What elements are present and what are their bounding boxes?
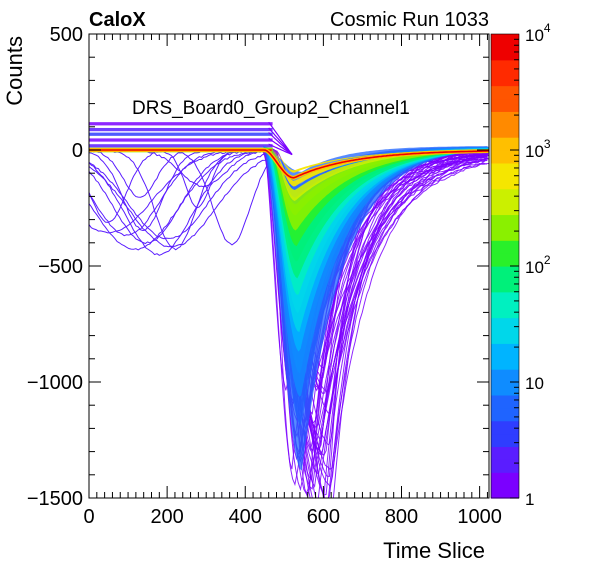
x-tick-label: 800: [385, 506, 418, 528]
colorbar-bin: [491, 162, 519, 177]
z-tick-label: 10: [525, 374, 544, 393]
colorbar-bin: [491, 137, 519, 151]
x-axis: 0 200 400 600 800 1000: [83, 34, 502, 528]
colorbar-bin: [491, 240, 519, 254]
colorbar-bin: [491, 459, 519, 473]
z-tick-label: 103: [525, 137, 551, 161]
colorbar-bin: [491, 278, 519, 293]
offset-band: [89, 122, 273, 126]
z-tick-label: 102: [525, 253, 551, 277]
colorbar-bin: [491, 356, 519, 370]
colorbar-bin: [491, 472, 519, 486]
offset-band: [89, 144, 273, 148]
colorbar-bin: [491, 369, 519, 383]
colorbar-bin: [491, 291, 519, 306]
pre-pulse-bands: [89, 121, 293, 156]
colorbar-bin: [491, 382, 519, 396]
x-tick-label: 400: [229, 506, 262, 528]
colorbar-bin: [491, 253, 519, 267]
run-label: Cosmic Run 1033: [330, 9, 489, 31]
colorbar-bin: [491, 485, 519, 499]
z-tick-exponent: 3: [544, 137, 551, 151]
y-axis-label: Counts: [2, 36, 27, 106]
trace-line: [268, 137, 293, 156]
y-tick-label: 500: [50, 24, 83, 46]
colorbar-bin: [491, 124, 519, 138]
y-tick-label: 0: [72, 140, 83, 162]
colorbar-bin: [491, 188, 519, 203]
z-tick-label: 1: [525, 490, 534, 509]
y-tick-label: −1000: [27, 372, 83, 394]
x-tick-label: 600: [307, 506, 340, 528]
colorbar-bin: [491, 214, 519, 228]
colorbar: 1 10 102 103 104: [490, 21, 551, 509]
x-axis-label: Time Slice: [383, 538, 485, 563]
density-layer: [262, 148, 488, 216]
colorbar-bin: [491, 446, 519, 460]
offset-band: [89, 127, 273, 132]
trace-line: [89, 149, 272, 256]
z-tick-label: 104: [525, 21, 551, 45]
colorbar-bin: [491, 407, 519, 422]
colorbar-bin: [491, 227, 519, 241]
colorbar-bin: [491, 85, 519, 100]
colorbar-bin: [491, 330, 519, 344]
trace-line: [268, 121, 293, 155]
y-axis: 500 0 −500 −1000 −1500: [27, 24, 489, 510]
experiment-label: CaloX: [89, 9, 146, 31]
colorbar-bin: [491, 98, 519, 112]
z-tick-exponent: 2: [544, 253, 551, 267]
trace-line: [268, 132, 293, 156]
colorbar-bin: [491, 59, 519, 74]
x-tick-label: 0: [83, 506, 94, 528]
colorbar-bin: [491, 420, 519, 435]
x-tick-label: 200: [150, 506, 183, 528]
colorbar-bin: [491, 201, 519, 216]
density-layer: [262, 148, 489, 231]
offset-band: [89, 138, 273, 142]
chart-title: DRS_Board0_Group2_Channel1: [132, 98, 410, 119]
colorbar-bin: [491, 343, 519, 357]
z-tick-exponent: 4: [544, 21, 551, 35]
colorbar-bin: [491, 266, 519, 280]
colorbar-bin: [491, 72, 519, 87]
colorbar-bin: [491, 394, 519, 409]
density-layer: [263, 148, 489, 201]
colorbar-bin: [491, 433, 519, 448]
x-tick-label: 1000: [457, 506, 502, 528]
y-tick-label: −500: [38, 256, 83, 278]
density-body: [255, 145, 489, 471]
plot-area: [89, 121, 489, 498]
y-tick-label: −1500: [27, 488, 83, 510]
colorbar-bin: [491, 317, 519, 332]
colorbar-bin: [491, 34, 519, 48]
colorbar-bin: [491, 150, 519, 164]
colorbar-bin: [491, 304, 519, 319]
offset-band: [89, 132, 273, 136]
trace-line: [89, 149, 272, 251]
trace-line: [268, 143, 293, 156]
colorbar-bin: [491, 46, 519, 61]
trace-line: [89, 156, 273, 248]
mean-ridge-core: [89, 149, 489, 179]
colorbar-bin: [491, 175, 519, 190]
colorbar-bin: [491, 111, 519, 125]
